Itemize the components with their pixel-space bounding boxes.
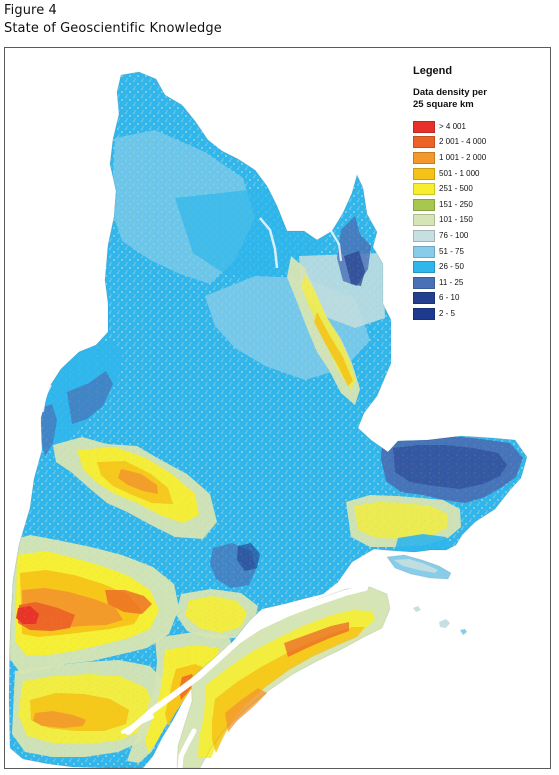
- legend-swatch: [413, 167, 435, 180]
- water-features: [42, 217, 368, 768]
- legend-items: > 4 001 2 001 - 4 000 1 001 - 2 000 501 …: [413, 119, 543, 322]
- legend-label: 2 - 5: [439, 308, 456, 318]
- legend-swatch: [413, 214, 435, 227]
- figure-title: State of Geoscientific Knowledge: [4, 21, 222, 36]
- figure-number: Figure 4: [4, 3, 57, 18]
- map-frame: Legend Data density per 25 square km > 4…: [4, 47, 551, 769]
- legend-swatch: [413, 120, 435, 133]
- legend-item: 6 - 10: [413, 291, 543, 307]
- legend-item: 501 - 1 000: [413, 166, 543, 182]
- gaspe-peninsula: [176, 586, 391, 768]
- legend-label: 151 - 250: [439, 199, 473, 209]
- legend-subtitle-line-2: 25 square km: [413, 99, 474, 110]
- small-islands: [413, 606, 467, 635]
- legend-swatch: [413, 307, 435, 320]
- legend-subtitle: Data density per 25 square km: [413, 87, 543, 111]
- legend-swatch: [413, 292, 435, 305]
- legend-item: 51 - 75: [413, 244, 543, 260]
- quebec-data-density-map: [8, 71, 528, 768]
- legend-swatch: [413, 198, 435, 211]
- anticosti-island: [386, 554, 452, 580]
- legend-swatch: [413, 183, 435, 196]
- legend-item: 26 - 50: [413, 259, 543, 275]
- legend-item: 11 - 25: [413, 275, 543, 291]
- legend-subtitle-line-1: Data density per: [413, 87, 487, 98]
- legend-label: 76 - 100: [439, 230, 469, 240]
- legend-swatch: [413, 151, 435, 164]
- legend-item: 1 001 - 2 000: [413, 150, 543, 166]
- legend-item: 2 - 5: [413, 306, 543, 322]
- figure-title-block: Figure 4 State of Geoscientific Knowledg…: [4, 2, 544, 38]
- legend-swatch: [413, 245, 435, 258]
- legend-label: 51 - 75: [439, 246, 464, 256]
- legend-item: 76 - 100: [413, 228, 543, 244]
- legend-swatch: [413, 229, 435, 242]
- legend-label: 6 - 10: [439, 293, 460, 303]
- legend-swatch: [413, 136, 435, 149]
- legend-swatch: [413, 276, 435, 289]
- legend-label: > 4 001: [439, 121, 466, 131]
- legend-label: 101 - 150: [439, 215, 473, 225]
- legend-label: 501 - 1 000: [439, 168, 480, 178]
- legend-label: 251 - 500: [439, 184, 473, 194]
- legend-label: 1 001 - 2 000: [439, 152, 487, 162]
- legend-item: 2 001 - 4 000: [413, 135, 543, 151]
- legend-label: 11 - 25: [439, 277, 464, 287]
- legend-label: 26 - 50: [439, 262, 464, 272]
- legend-item: 151 - 250: [413, 197, 543, 213]
- legend-item: 101 - 150: [413, 213, 543, 229]
- legend-label: 2 001 - 4 000: [439, 137, 487, 147]
- map-legend: Legend Data density per 25 square km > 4…: [413, 64, 543, 322]
- legend-title: Legend: [413, 65, 453, 77]
- legend-item: > 4 001: [413, 119, 543, 135]
- legend-swatch: [413, 261, 435, 274]
- legend-item: 251 - 500: [413, 181, 543, 197]
